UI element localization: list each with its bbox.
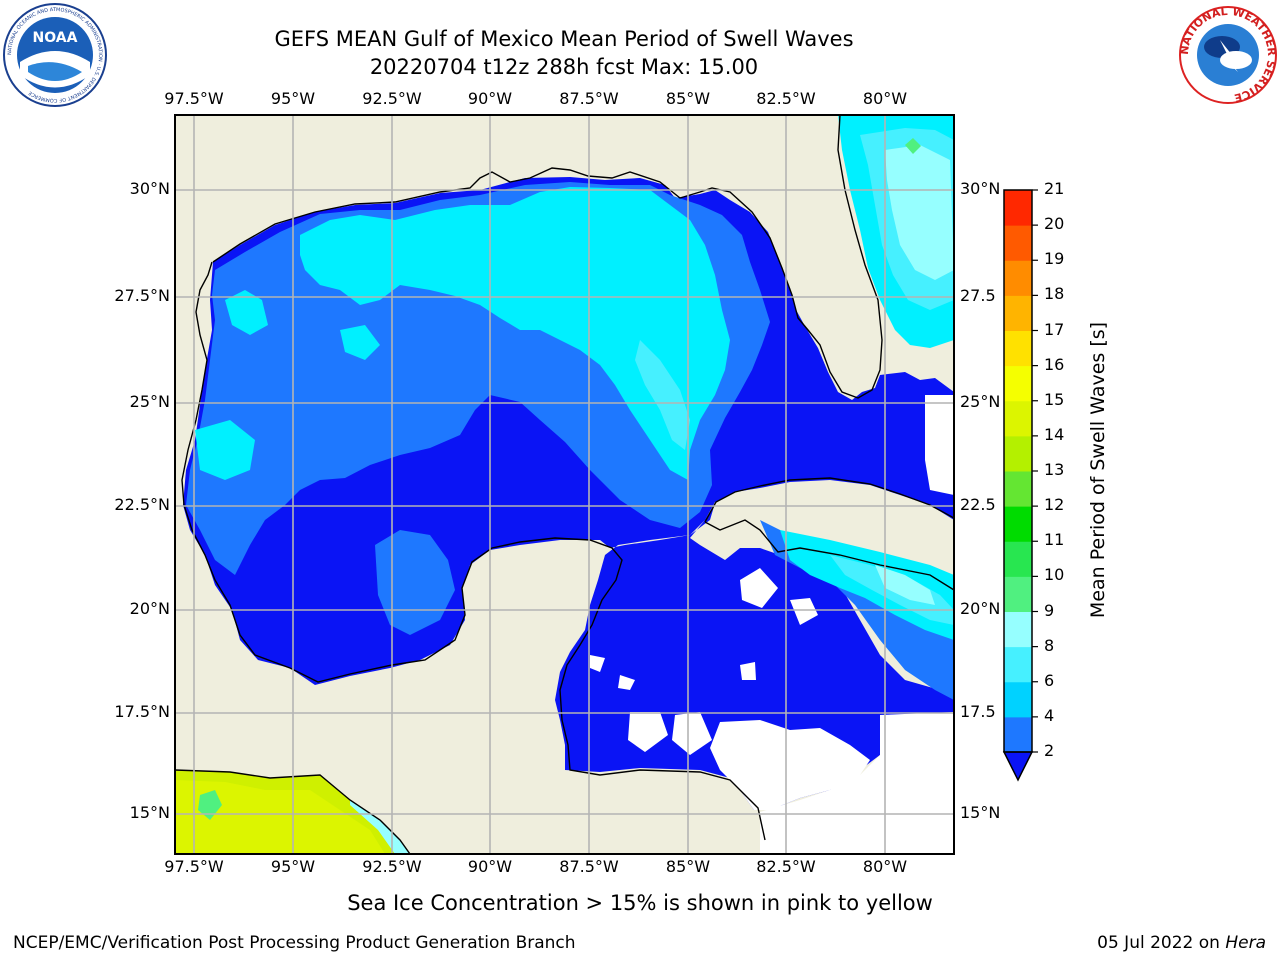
noaa-logo-text: NOAA — [33, 30, 78, 46]
lat-right-6: 15°N — [960, 803, 1001, 822]
lat-left-4: 20°N — [129, 599, 170, 618]
colorbar-tick-label-2: 6 — [1044, 670, 1055, 690]
lat-left-2: 25°N — [129, 392, 170, 411]
lon-bottom-0: 97.5°W — [164, 857, 224, 876]
colorbar-tick-label-10: 15 — [1044, 389, 1065, 409]
colorbar-segment-12 — [1004, 295, 1032, 331]
chart-subtitle: 20220704 t12z 288h fcst Max: 15.00 — [369, 55, 759, 79]
colorbar-tick-label-4: 9 — [1044, 600, 1055, 620]
date-value: 05 Jul 2022 on — [1097, 933, 1226, 953]
colorbar-tick-label-14: 19 — [1044, 249, 1065, 269]
lat-left-3: 22.5°N — [114, 495, 170, 514]
nws-logo: NATIONAL WEATHER SERVICE — [1178, 5, 1278, 105]
colorbar-segment-11 — [1004, 330, 1032, 367]
colorbar-segment-5 — [1004, 541, 1032, 577]
lon-top-5: 85°W — [665, 89, 711, 108]
lat-left-0: 30°N — [129, 179, 170, 198]
colorbar-tick-label-16: 21 — [1044, 179, 1065, 198]
sea-ice-note: Sea Ice Concentration > 15% is shown in … — [347, 891, 933, 915]
colorbar-segment-1 — [1004, 681, 1032, 718]
lat-left-1: 27.5°N — [114, 286, 170, 305]
lon-bottom-5: 85°W — [665, 857, 711, 876]
colorbar-segment-9 — [1004, 400, 1032, 437]
contour-9-10 — [905, 138, 921, 154]
colorbar-segment-0 — [1004, 716, 1032, 753]
lat-right-2: 25°N — [960, 392, 1001, 411]
lon-bottom-2: 92.5°W — [362, 857, 422, 876]
map-frame — [174, 114, 955, 855]
lat-left-5: 17.5°N — [114, 702, 170, 721]
machine-name: Hera — [1225, 933, 1266, 953]
lat-right-4: 20°N — [960, 599, 1001, 618]
colorbar-under-extension — [1002, 751, 1034, 782]
lon-top-6: 82.5°W — [756, 89, 816, 108]
map-area — [175, 115, 954, 854]
colorbar-label: Mean Period of Swell Waves [s] — [1087, 321, 1109, 619]
lat-right-1: 27.5 — [960, 286, 996, 305]
credit-text: NCEP/EMC/Verification Post Processing Pr… — [13, 933, 576, 953]
noaa-logo: NOAA NATIONAL OCEANIC AND ATMOSPHERIC AD… — [3, 3, 107, 107]
contour-2-4 — [186, 182, 954, 700]
colorbar-segment-3 — [1004, 611, 1032, 648]
pacific-water-edge — [175, 780, 385, 854]
lon-bottom-1: 95°W — [270, 857, 316, 876]
colorbar — [1002, 189, 1038, 782]
colorbar-tick-label-1: 4 — [1044, 705, 1055, 725]
lon-top-0: 97.5°W — [164, 89, 224, 108]
colorbar-segment-15 — [1004, 190, 1032, 226]
contour-8-9 — [875, 145, 954, 605]
colorbar-tick-label-12: 17 — [1044, 319, 1065, 339]
lon-bottom-3: 90°W — [467, 857, 513, 876]
colorbar-tick-label-6: 11 — [1044, 530, 1065, 550]
lon-bottom-6: 82.5°W — [756, 857, 816, 876]
colorbar-tick-label-15: 20 — [1044, 214, 1065, 234]
date-text: 05 Jul 2022 on Hera — [1097, 933, 1266, 953]
lon-bottom-4: 87.5°W — [559, 857, 619, 876]
lon-top-7: 80°W — [862, 89, 908, 108]
chart-title: GEFS MEAN Gulf of Mexico Mean Period of … — [274, 27, 854, 51]
lat-left-6: 15°N — [129, 803, 170, 822]
lon-top-1: 95°W — [270, 89, 316, 108]
colorbar-segment-2 — [1004, 646, 1032, 683]
undefined-areas — [590, 395, 954, 854]
colorbar-segment-8 — [1004, 435, 1032, 472]
colorbar-tick-label-13: 18 — [1044, 284, 1065, 304]
lon-top-4: 87.5°W — [559, 89, 619, 108]
colorbar-tick-label-7: 12 — [1044, 495, 1065, 515]
colorbar-segment-14 — [1004, 225, 1032, 261]
lat-right-3: 22.5 — [960, 495, 996, 514]
lat-right-5: 17.5 — [960, 702, 996, 721]
lon-bottom-7: 80°W — [862, 857, 908, 876]
lat-right-0: 30°N — [960, 179, 1001, 198]
colorbar-segment-6 — [1004, 506, 1032, 542]
colorbar-tick-label-8: 13 — [1044, 460, 1065, 479]
colorbar-tick-label-0: 2 — [1044, 741, 1055, 760]
colorbar-segment-4 — [1004, 576, 1032, 612]
colorbar-segment-13 — [1004, 260, 1032, 296]
contour-4-6 — [195, 115, 954, 640]
lon-top-2: 92.5°W — [362, 89, 422, 108]
colorbar-tick-label-11: 16 — [1044, 354, 1065, 374]
colorbar-tick-label-5: 10 — [1044, 565, 1065, 585]
lon-top-3: 90°W — [467, 89, 513, 108]
colorbar-tick-label-9: 14 — [1044, 424, 1065, 444]
graticule — [175, 115, 954, 854]
colorbar-tick-label-3: 8 — [1044, 635, 1055, 655]
colorbar-segment-7 — [1004, 471, 1032, 507]
colorbar-segment-10 — [1004, 365, 1032, 402]
